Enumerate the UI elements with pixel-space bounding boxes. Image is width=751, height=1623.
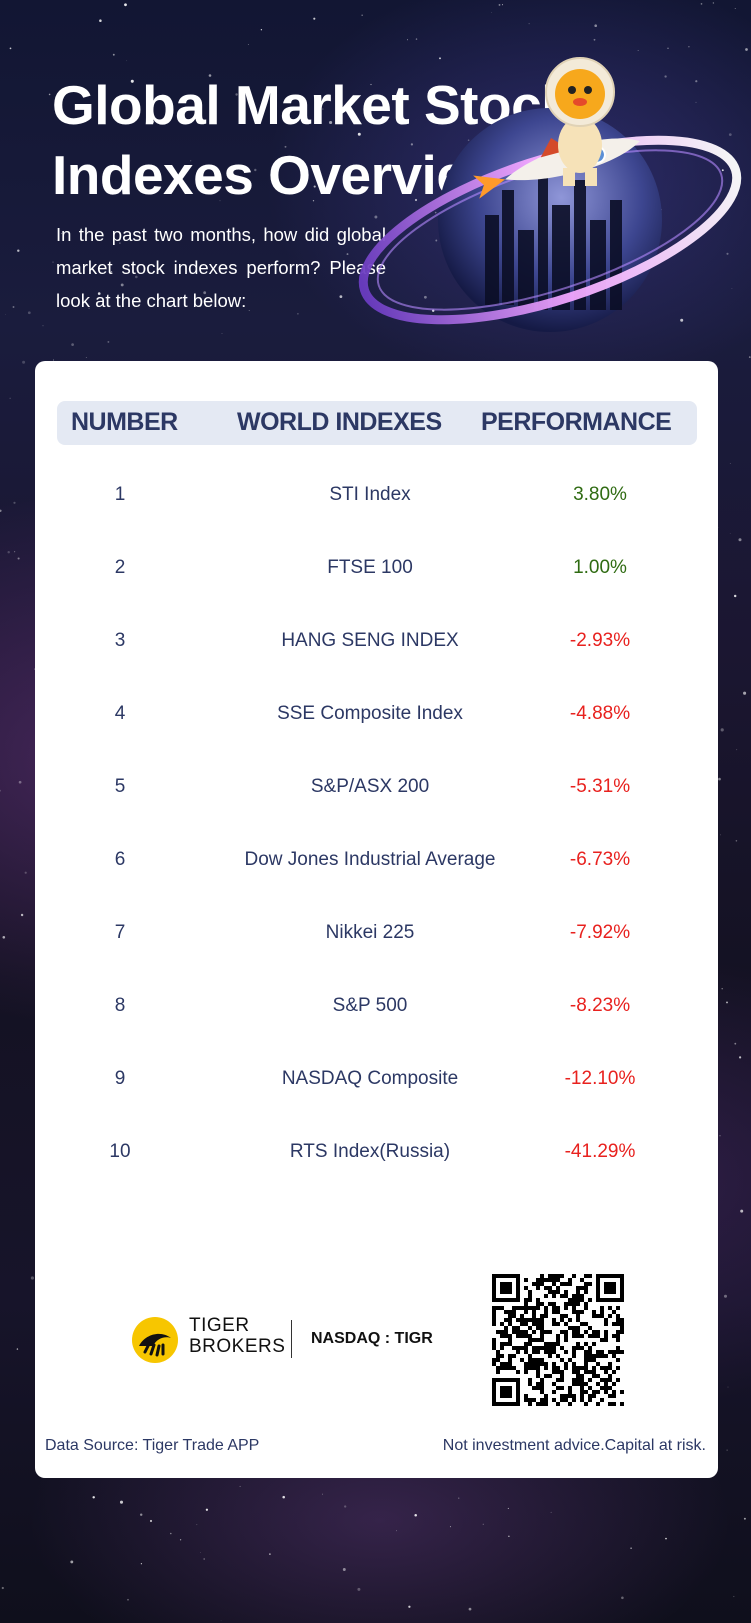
table-row: 5 S&P/ASX 200 -5.31%: [35, 751, 718, 824]
index-performance: 3.80%: [573, 484, 627, 505]
index-name: FTSE 100: [327, 557, 413, 578]
index-name: HANG SENG INDEX: [281, 630, 459, 651]
row-number: 2: [114, 557, 126, 578]
table-row: 7 Nikkei 225 -7.92%: [35, 897, 718, 970]
astronaut-planet-illustration: [358, 57, 742, 332]
row-number: 3: [114, 630, 126, 651]
table-row: 6 Dow Jones Industrial Average -6.73%: [35, 824, 718, 897]
index-performance: -12.10%: [564, 1068, 636, 1089]
index-name: NASDAQ Composite: [281, 1068, 459, 1089]
brand-name-line2: BROKERS: [189, 1336, 286, 1357]
index-name: RTS Index(Russia): [289, 1141, 451, 1162]
qr-code: [492, 1274, 624, 1406]
index-name: STI Index: [329, 484, 411, 505]
table-row: 9 NASDAQ Composite -12.10%: [35, 1043, 718, 1116]
index-performance: -41.29%: [564, 1141, 636, 1162]
index-name: S&P 500: [332, 995, 408, 1016]
table-header: NUMBER WORLD INDEXES PERFORMANCE: [57, 401, 697, 445]
table-row: 4 SSE Composite Index -4.88%: [35, 678, 718, 751]
table-row: 2 FTSE 100 1.00%: [35, 532, 718, 605]
page-title: Global Market Stock Indexes Overview: [52, 74, 572, 206]
index-performance: -2.93%: [569, 630, 631, 651]
index-name: S&P/ASX 200: [310, 776, 430, 797]
index-performance: 1.00%: [573, 557, 627, 578]
row-number: 4: [114, 703, 126, 724]
table-body: 1 STI Index 3.80% 2 FTSE 100 1.00% 3 HAN…: [35, 459, 718, 1189]
column-header-performance: PERFORMANCE: [481, 408, 672, 436]
tiger-logo-icon: [132, 1317, 178, 1363]
page-subtitle: In the past two months, how did global m…: [56, 224, 386, 311]
disclaimer: Not investment advice.Capital at risk.: [442, 1437, 706, 1454]
index-performance: -5.31%: [569, 776, 631, 797]
index-performance: -6.73%: [569, 849, 631, 870]
row-number: 9: [114, 1068, 126, 1089]
index-performance: -4.88%: [569, 703, 631, 724]
row-number: 7: [114, 922, 126, 943]
row-number: 10: [109, 1141, 131, 1162]
table-row: 8 S&P 500 -8.23%: [35, 970, 718, 1043]
index-table-card: NUMBER WORLD INDEXES PERFORMANCE 1 STI I…: [35, 361, 718, 1478]
index-performance: -8.23%: [569, 995, 631, 1016]
brand-name: TIGER BROKERS: [189, 1315, 285, 1357]
row-number: 8: [114, 995, 126, 1016]
row-number: 1: [114, 484, 126, 505]
table-row: 3 HANG SENG INDEX -2.93%: [35, 605, 718, 678]
index-name: Nikkei 225: [325, 922, 415, 943]
brand-name-line1: TIGER: [189, 1315, 250, 1336]
table-row: 1 STI Index 3.80%: [35, 459, 718, 532]
row-number: 6: [114, 849, 126, 870]
column-header-world-indexes: WORLD INDEXES: [237, 408, 442, 436]
index-performance: -7.92%: [569, 922, 631, 943]
data-source: Data Source: Tiger Trade APP: [45, 1437, 260, 1454]
column-header-number: NUMBER: [71, 408, 178, 436]
index-name: Dow Jones Industrial Average: [244, 849, 496, 870]
row-number: 5: [114, 776, 126, 797]
stock-ticker: NASDAQ : TIGR: [311, 1330, 433, 1347]
logo-divider: [291, 1320, 292, 1358]
table-row: 10 RTS Index(Russia) -41.29%: [35, 1116, 718, 1189]
index-name: SSE Composite Index: [277, 703, 463, 724]
tiger-brokers-logo: TIGER BROKERS NASDAQ : TIGR: [131, 1312, 451, 1368]
